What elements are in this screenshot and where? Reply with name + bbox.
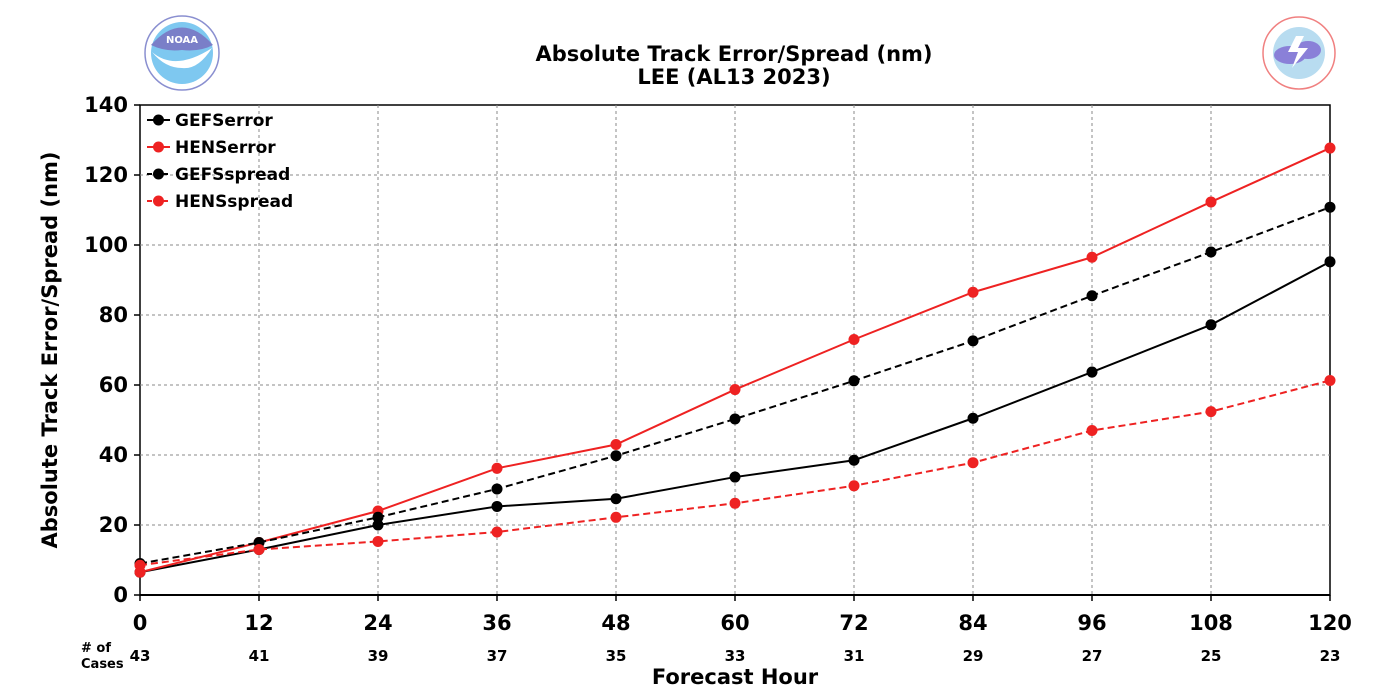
data-point-HENSerror: [1205, 196, 1217, 208]
data-point-HENSerror: [1086, 251, 1098, 263]
legend: GEFSerror HENSerror GEFSspread HENSspread: [147, 111, 293, 212]
data-point-HENSspread: [134, 559, 146, 571]
data-point-HENSspread: [1205, 406, 1217, 418]
data-point-GEFSspread: [1324, 201, 1336, 213]
legend-label: HENSerror: [175, 138, 276, 158]
data-point-HENSerror: [848, 334, 860, 345]
data-point-HENSerror: [491, 462, 503, 474]
y-tick-label: 120: [84, 163, 128, 187]
x-tick-label: 60: [720, 611, 749, 635]
y-tick-label: 40: [99, 443, 128, 467]
case-count: 27: [1082, 647, 1103, 665]
data-point-HENSspread: [491, 526, 503, 538]
y-tick-label: 100: [84, 233, 128, 257]
cases-label: # of Cases: [81, 641, 124, 672]
data-point-GEFSspread: [729, 413, 741, 425]
x-tick-label: 72: [839, 611, 868, 635]
y-tick-label: 80: [99, 303, 128, 327]
svg-text:NOAA: NOAA: [166, 35, 198, 46]
data-point-GEFSerror: [848, 454, 860, 466]
x-tick-label: 108: [1189, 611, 1233, 635]
y-tick-label: 140: [84, 93, 128, 117]
noaa-logo-icon: NOAA: [144, 15, 220, 91]
case-count: 25: [1201, 647, 1222, 665]
legend-item-GEFSspread: GEFSspread: [147, 165, 290, 185]
data-point-GEFSspread: [1205, 246, 1217, 258]
series-layer: [134, 142, 1336, 578]
nws-logo-icon: [1262, 16, 1336, 90]
chart-title: Absolute Track Error/Spread (nm): [535, 42, 932, 66]
y-tick-label: 20: [99, 513, 128, 537]
x-tick-label: 24: [363, 611, 392, 635]
data-point-HENSspread: [610, 511, 622, 523]
legend-label: GEFSspread: [175, 165, 290, 185]
legend-marker: [153, 168, 164, 180]
legend-item-GEFSerror: GEFSerror: [147, 111, 273, 131]
data-point-GEFSerror: [1086, 366, 1098, 378]
legend-marker: [153, 141, 164, 153]
axes: 0 12 24 36 48 60 72 84 96 108 120 0 20 40 60 80 100 120 14…: [84, 93, 1352, 635]
data-point-GEFSerror: [1205, 319, 1217, 331]
x-tick-label: 0: [133, 611, 148, 635]
y-tick-label: 0: [113, 583, 128, 607]
case-count: 23: [1320, 647, 1341, 665]
data-point-GEFSspread: [848, 375, 860, 387]
x-tick-label: 120: [1308, 611, 1352, 635]
case-count: 33: [725, 647, 746, 665]
x-tick-label: 84: [958, 611, 987, 635]
data-point-GEFSerror: [610, 493, 622, 505]
data-point-HENSspread: [372, 535, 384, 547]
data-point-HENSerror: [1324, 142, 1336, 154]
data-point-HENSspread: [1086, 425, 1098, 436]
legend-item-HENSerror: HENSerror: [147, 138, 276, 158]
legend-label: HENSspread: [175, 192, 293, 212]
data-point-GEFSspread: [610, 450, 622, 462]
data-point-HENSspread: [1324, 374, 1336, 386]
data-point-HENSspread: [967, 457, 979, 469]
data-point-GEFSspread: [372, 511, 384, 523]
x-tick-label: 48: [601, 611, 630, 635]
case-count: 41: [249, 647, 270, 665]
data-point-HENSerror: [610, 439, 622, 450]
case-count: 43: [130, 647, 151, 665]
case-count: 39: [368, 647, 389, 665]
data-point-GEFSerror: [372, 519, 384, 531]
case-count: 29: [963, 647, 984, 665]
data-point-GEFSerror: [729, 471, 741, 483]
series-line-GEFSspread: [139, 206, 1331, 565]
data-point-HENSerror: [729, 384, 741, 396]
data-point-GEFSerror: [967, 412, 979, 424]
case-count: 31: [844, 647, 865, 665]
x-axis-label: Forecast Hour: [652, 665, 819, 689]
data-point-GEFSspread: [491, 483, 503, 495]
x-tick-label: 96: [1077, 611, 1106, 635]
data-point-GEFSerror: [1324, 256, 1336, 268]
legend-marker: [153, 114, 164, 126]
case-count: 37: [487, 647, 508, 665]
case-count: 35: [606, 647, 627, 665]
data-point-HENSspread: [848, 480, 860, 492]
x-tick-label: 36: [482, 611, 511, 635]
data-point-HENSspread: [729, 497, 741, 509]
series-HENSspread: [134, 374, 1336, 571]
cases-row: 43 41 39 37 35 33 31 29 27 25 23: [130, 647, 1341, 665]
data-point-HENSerror: [967, 286, 979, 298]
y-axis-label: Absolute Track Error/Spread (nm): [38, 151, 62, 548]
x-tick-label: 12: [244, 611, 273, 635]
legend-marker: [153, 195, 164, 207]
legend-item-HENSspread: HENSspread: [147, 192, 293, 212]
y-tick-label: 60: [99, 373, 128, 397]
data-point-HENSspread: [253, 544, 265, 555]
data-point-GEFSspread: [1086, 290, 1098, 302]
data-point-GEFSerror: [491, 500, 503, 512]
legend-label: GEFSerror: [175, 111, 273, 131]
chart-subtitle: LEE (AL13 2023): [637, 65, 830, 89]
data-point-GEFSspread: [967, 335, 979, 347]
